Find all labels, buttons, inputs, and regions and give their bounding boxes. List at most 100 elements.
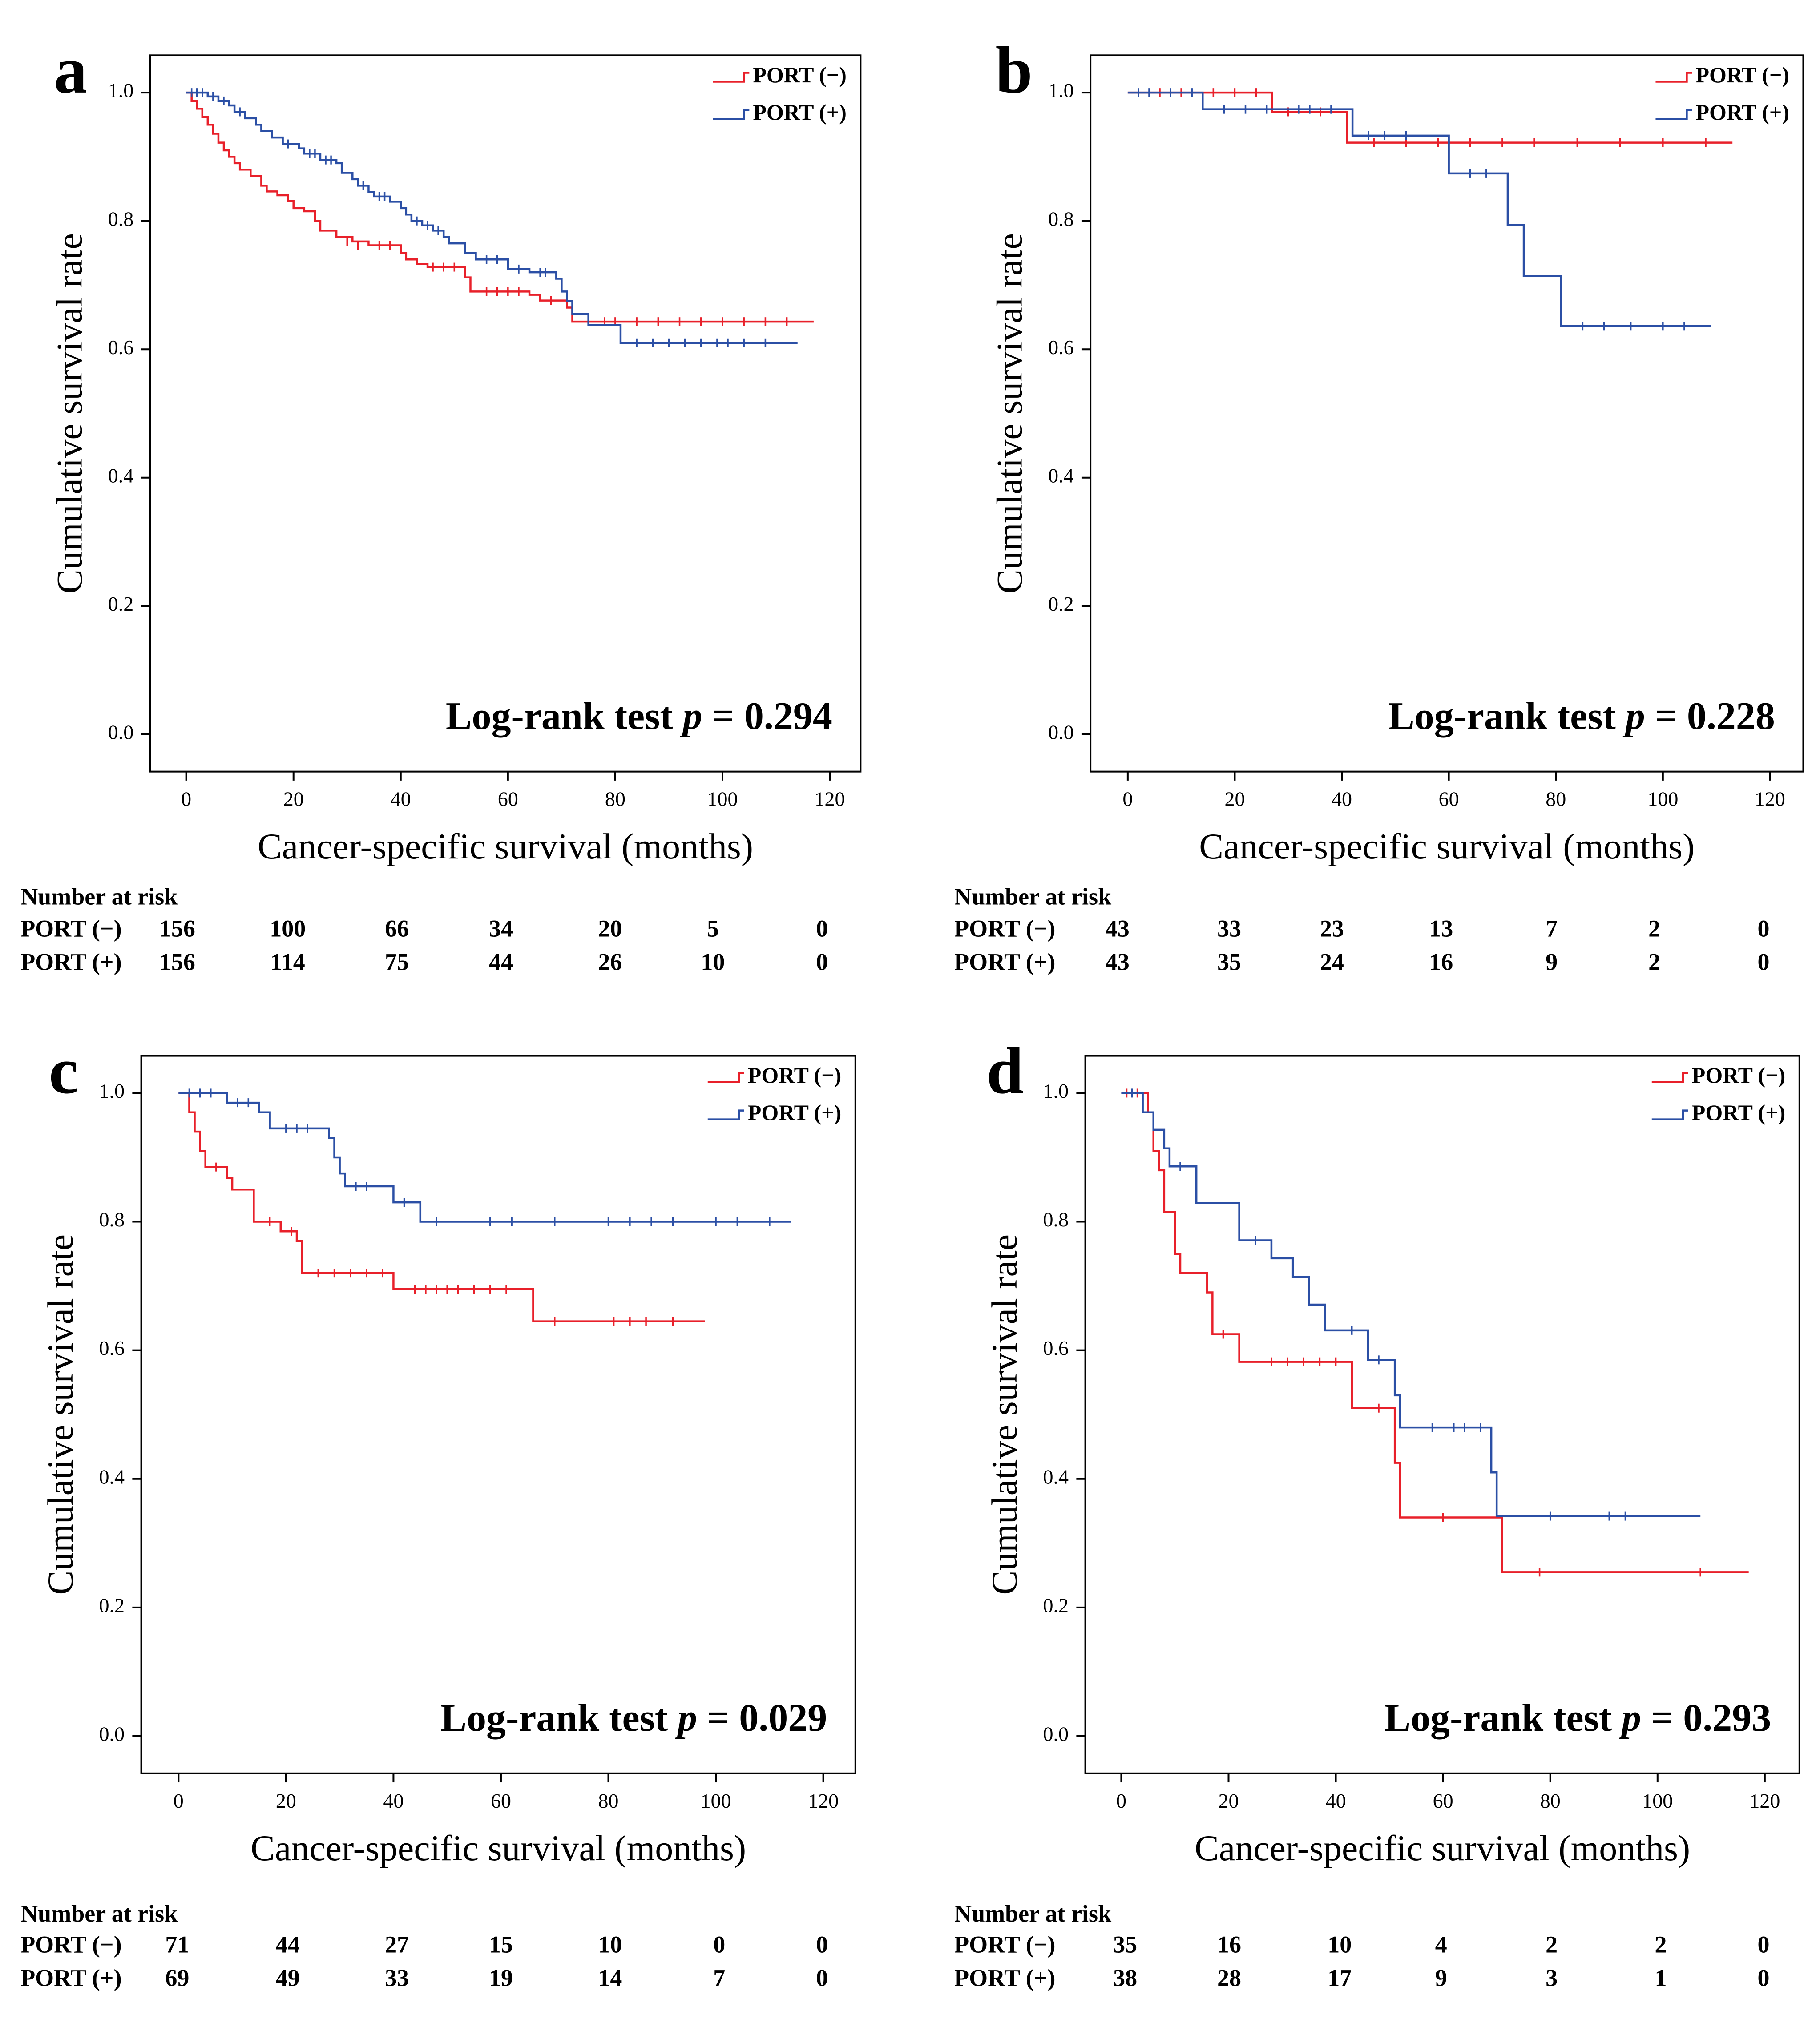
survival-curve-port-minus [178,1092,705,1322]
risk-value: 5 [707,915,719,942]
y-tick-label: 0.2 [108,592,134,615]
x-tick-label: 60 [1439,788,1459,810]
x-tick-label: 120 [1755,788,1785,810]
risk-table-title: Number at risk [20,883,178,910]
x-axis-label: Cancer-specific survival (months) [258,826,753,866]
risk-value: 7 [713,1965,725,1991]
risk-value: 33 [385,1965,409,1991]
y-tick-label: 0.2 [99,1594,125,1616]
risk-value: 19 [489,1965,513,1991]
risk-value: 15 [489,1931,513,1958]
legend-label: PORT (−) [748,1063,842,1088]
risk-value: 43 [1106,949,1130,975]
y-tick-label: 1.0 [1043,1080,1069,1102]
y-tick-label: 0.2 [1043,1594,1069,1616]
legend-label: PORT (−) [753,62,847,87]
x-tick-label: 40 [1332,788,1352,810]
risk-value: 1 [1655,1965,1667,1991]
y-axis-label: Cumulative survival rate [984,1234,1025,1595]
legend-label: PORT (+) [1695,100,1789,125]
plot-frame [149,54,862,773]
x-tick-label: 60 [498,788,518,810]
p-symbol: p [674,1697,697,1740]
panel-a: a0 20 40 60 80 100 1200.00.20.40.60.81.0Cancer… [20,33,862,975]
y-tick-label: 0.0 [108,721,134,743]
y-tick-label: 0.0 [1043,1723,1069,1745]
panel-letter: b [995,33,1032,107]
legend-swatch [1655,109,1692,120]
x-tick-label: 40 [1326,1789,1346,1812]
y-tick-label: 0.0 [99,1723,125,1745]
log-rank-annotation: Log-rank test p = 0.294 [446,695,832,738]
risk-row-label: PORT (+) [20,1965,121,1991]
x-axis-label: Cancer-specific survival (months) [1199,826,1695,866]
x-axis-label: Cancer-specific survival (months) [250,1828,746,1868]
y-axis-label: Cumulative survival rate [49,233,89,594]
risk-row-label: PORT (+) [954,1965,1055,1991]
y-axis-label: Cumulative survival rate [989,233,1030,594]
panel-letter: a [54,33,87,107]
risk-value: 0 [816,1965,828,1991]
risk-value: 34 [489,915,513,942]
x-tick-label: 100 [701,1789,731,1812]
p-value: = 0.029 [697,1697,827,1740]
log-rank-label: Log-rank test [446,695,683,738]
x-tick-label: 80 [1540,1789,1561,1812]
risk-row-label: PORT (+) [20,949,121,975]
x-tick-label: 20 [276,1789,296,1812]
log-rank-annotation: Log-rank test p = 0.228 [1388,695,1775,738]
y-tick-label: 1.0 [1048,79,1074,102]
risk-value: 156 [159,915,195,942]
risk-value: 100 [270,915,306,942]
log-rank-annotation: Log-rank test p = 0.029 [440,1697,827,1740]
risk-value: 10 [701,949,725,975]
risk-value: 16 [1217,1931,1241,1958]
risk-value: 75 [385,949,409,975]
log-rank-label: Log-rank test [1384,1697,1622,1740]
x-tick-label: 60 [491,1789,511,1812]
risk-value: 3 [1546,1965,1558,1991]
risk-value: 35 [1217,949,1241,975]
p-symbol: p [1618,1697,1641,1740]
y-tick-label: 0.6 [1048,336,1074,359]
y-tick-label: 0.0 [1048,721,1074,743]
risk-value: 4 [1435,1931,1447,1958]
y-tick-label: 0.6 [99,1337,125,1359]
legend-swatch [1655,72,1692,83]
y-tick-label: 0.6 [108,336,134,359]
risk-row-label: PORT (−) [954,1931,1055,1958]
plot-frame [1090,54,1804,773]
plot-frame [1084,1055,1800,1774]
y-tick-label: 0.2 [1048,592,1074,615]
legend-swatch [707,1109,744,1120]
risk-value: 14 [598,1965,622,1991]
risk-value: 27 [385,1931,409,1958]
p-symbol: p [680,695,702,738]
y-tick-label: 0.8 [1048,207,1074,230]
x-tick-label: 0 [1116,1789,1126,1812]
risk-value: 0 [713,1931,725,1958]
y-tick-label: 1.0 [99,1080,125,1102]
p-value: = 0.294 [702,695,832,738]
y-tick-label: 0.4 [1043,1465,1069,1488]
risk-value: 10 [1328,1931,1352,1958]
risk-value: 0 [1757,915,1769,942]
x-tick-label: 100 [1642,1789,1673,1812]
plot-frame [140,1055,856,1774]
p-value: = 0.228 [1645,695,1775,738]
risk-value: 43 [1106,915,1130,942]
panel-d: d0 20 40 60 80 100 1200.00.20.40.60.81.0Cancer… [954,1034,1800,1991]
legend-swatch [713,109,750,120]
legend-swatch [713,72,750,83]
panel-c: c0 20 40 60 80 100 1200.00.20.40.60.81.0Cancer… [20,1034,856,1991]
risk-value: 26 [598,949,622,975]
risk-row-label: PORT (−) [20,915,121,942]
p-symbol: p [1622,695,1645,738]
risk-value: 0 [1757,1931,1769,1958]
y-tick-label: 0.6 [1043,1337,1069,1359]
risk-value: 10 [598,1931,622,1958]
risk-value: 69 [165,1965,189,1991]
risk-value: 114 [270,949,305,975]
risk-value: 23 [1320,915,1344,942]
risk-value: 2 [1655,1931,1667,1958]
